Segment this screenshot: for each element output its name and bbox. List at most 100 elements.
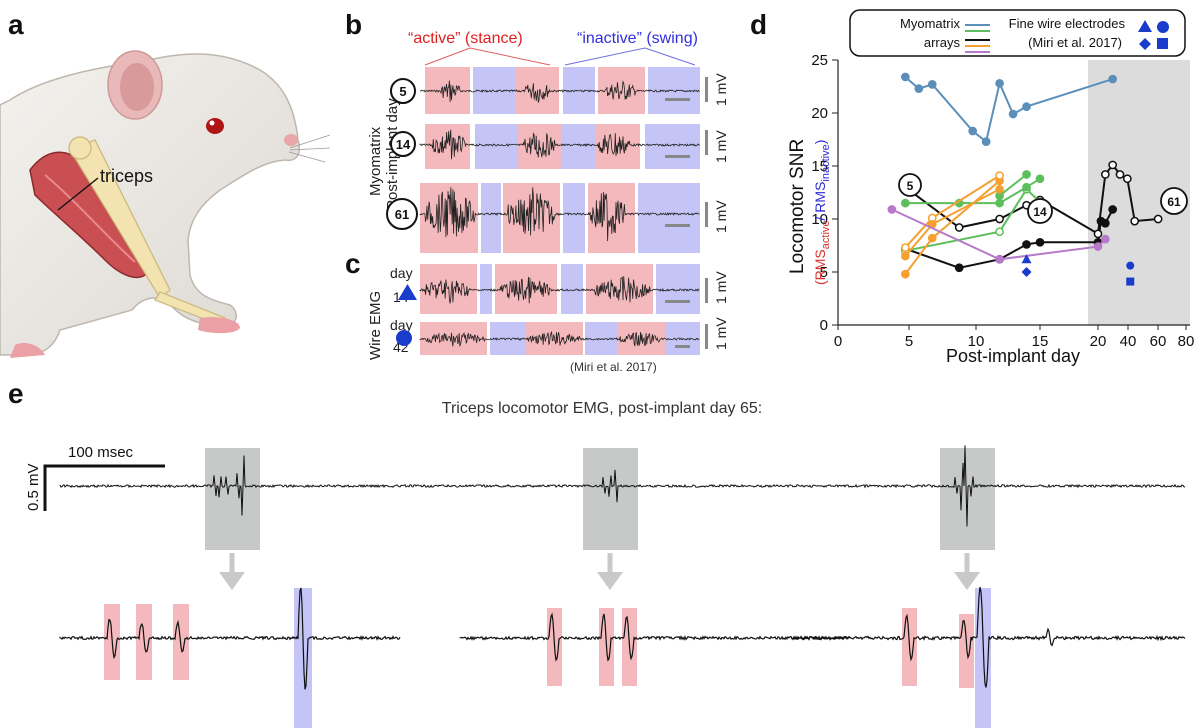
series-11 — [1021, 267, 1032, 277]
data-point — [900, 198, 910, 208]
legend-circle-icon — [1157, 21, 1169, 33]
trace-row-day14: 14 1 mV — [390, 124, 729, 169]
inactive-bracket — [564, 47, 696, 66]
x-tick-label: 80 — [1178, 333, 1195, 350]
series-line — [904, 76, 1114, 144]
scale-1mv-wire2: 1 mV — [713, 317, 729, 350]
y-tick-label: 0 — [820, 317, 828, 334]
emg-trace-day14 — [419, 129, 700, 160]
legend-arrays: arrays — [924, 35, 961, 50]
data-point — [1022, 240, 1031, 249]
spike-window-1 — [205, 448, 260, 550]
panel-d-label: d — [750, 9, 767, 40]
scale-1mv-row3: 1 mV — [713, 200, 729, 233]
y-tick-label: 10 — [811, 211, 828, 228]
panel-c-label: c — [345, 248, 361, 279]
data-point — [995, 198, 1004, 208]
panel-a: a triceps — [0, 9, 331, 358]
data-point — [927, 233, 937, 243]
data-point — [1021, 267, 1032, 277]
data-point — [1022, 170, 1031, 179]
rat-illustration: triceps — [0, 50, 331, 358]
x-tick-label: 0 — [834, 333, 842, 350]
panel-a-label: a — [8, 9, 24, 40]
data-point — [1035, 174, 1045, 184]
data-point — [954, 223, 964, 232]
series-1 — [900, 205, 1118, 273]
myomatrix-ylabel: Myomatrix — [367, 126, 384, 196]
data-point — [995, 171, 1004, 180]
data-point — [1108, 205, 1118, 214]
data-point — [1022, 182, 1031, 192]
emg-trace-wire-day42 — [419, 331, 700, 348]
callout-14: 14 — [1027, 198, 1053, 224]
chart-series — [887, 72, 1163, 286]
emg-trace-day61 — [419, 187, 700, 242]
panel-e: e Triceps locomotor EMG, post-implant da… — [8, 378, 1186, 728]
zoom-arrows — [219, 553, 980, 590]
series-line — [904, 180, 1001, 275]
y-tick-label: 20 — [811, 105, 828, 122]
svg-text:61: 61 — [1167, 195, 1181, 209]
trace-row-day5: 5 1 mV — [390, 67, 729, 114]
day-badge-61: 61 — [395, 207, 409, 222]
legend-box — [849, 9, 1186, 57]
panel-c: c Wire EMG day 14 1 mV day 42 1 mV (Miri… — [345, 248, 729, 374]
data-point — [900, 269, 910, 279]
x-tick-label: 60 — [1150, 333, 1167, 350]
x-tick-label: 10 — [968, 333, 985, 350]
data-point — [995, 254, 1004, 264]
days-xlabel: Post-implant day — [946, 346, 1080, 366]
data-point — [1035, 237, 1045, 247]
data-point — [1130, 216, 1140, 226]
day-word-42: day — [390, 317, 413, 333]
data-point — [1153, 214, 1163, 224]
x-tick-label: 5 — [905, 333, 913, 350]
callout-61: 61 — [1160, 187, 1188, 215]
legend-miri: (Miri et al. 2017) — [1028, 35, 1122, 50]
data-point — [900, 251, 910, 261]
circle-marker-icon — [396, 330, 412, 346]
data-point — [1126, 277, 1135, 286]
data-point — [981, 137, 991, 146]
series-12 — [1126, 261, 1135, 270]
series-0 — [900, 72, 1118, 146]
legend-triangle-icon — [1138, 20, 1152, 32]
day-badge-14: 14 — [396, 137, 411, 152]
series-9 — [887, 205, 1110, 264]
volt-scale-label: 0.5 mV — [25, 463, 42, 511]
wire-emg-ylabel: Wire EMG — [367, 291, 384, 360]
post-implant-ylabel: Post-implant day — [384, 98, 401, 210]
series-13 — [1126, 277, 1135, 286]
callout-5: 5 — [898, 173, 922, 197]
data-point — [1115, 170, 1125, 179]
panel-e-title: Triceps locomotor EMG, post-implant day … — [442, 400, 762, 417]
series-line — [905, 187, 1041, 252]
svg-text:5: 5 — [907, 179, 914, 193]
triceps-pointer — [57, 177, 99, 211]
svg-text:14: 14 — [1033, 205, 1047, 219]
scale-1mv-wire1: 1 mV — [713, 271, 729, 304]
data-point — [1008, 109, 1018, 119]
scale-bar — [43, 464, 165, 511]
y-tick-label: 15 — [811, 158, 828, 175]
data-point — [954, 263, 964, 273]
y-tick-label: 25 — [811, 52, 828, 69]
series-line — [891, 208, 1107, 261]
data-point — [1100, 218, 1110, 228]
spike-window-2 — [583, 448, 638, 550]
snr-ylabel-sub: (RMSactive/ RMSinactive) — [812, 140, 832, 285]
series-8 — [900, 184, 1004, 261]
active-bracket — [424, 47, 551, 66]
data-point — [995, 227, 1004, 237]
series-10 — [1021, 254, 1032, 264]
data-point — [1122, 174, 1132, 184]
series-line — [998, 173, 1028, 197]
trace-row-day61: 61 1 mV — [386, 183, 729, 253]
data-point — [1093, 242, 1103, 251]
data-point — [927, 80, 937, 89]
data-point — [887, 205, 897, 214]
data-point — [995, 214, 1004, 224]
data-point — [1126, 261, 1135, 270]
data-point — [900, 243, 910, 252]
